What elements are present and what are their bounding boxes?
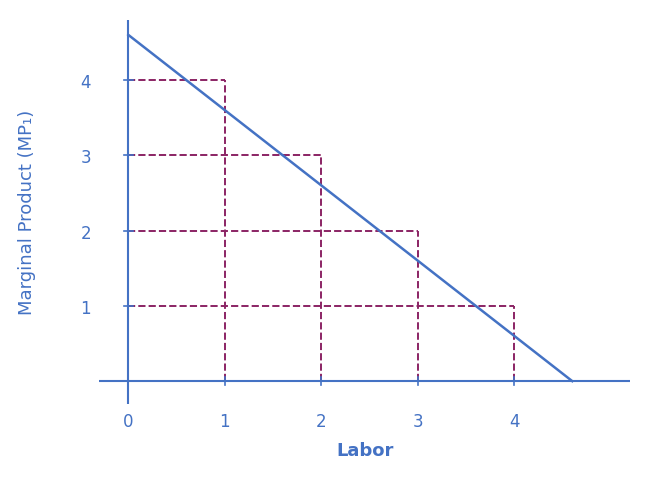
X-axis label: Labor: Labor [336, 441, 393, 459]
Y-axis label: Marginal Product (MP₁): Marginal Product (MP₁) [18, 110, 36, 315]
